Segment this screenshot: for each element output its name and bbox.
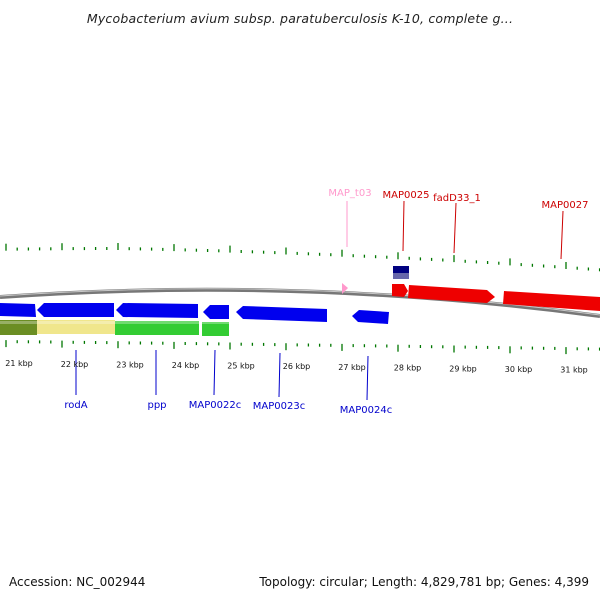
leader-line-fadD33_1 <box>453 202 457 254</box>
scale-label: 30 kbp <box>505 365 533 374</box>
scale-label: 28 kbp <box>394 364 422 373</box>
label-rodA[interactable]: rodA <box>64 400 87 411</box>
gene-MAP0024c-arrow[interactable] <box>352 310 389 324</box>
label-MAP0027[interactable]: MAP0027 <box>542 200 589 211</box>
cds-bar-green <box>115 321 199 335</box>
leader-line-MAP0025 <box>402 200 405 252</box>
accession-text: Accession: NC_002944 <box>9 575 146 589</box>
scale-label: 31 kbp <box>560 366 588 375</box>
scale-label: 29 kbp <box>449 364 477 373</box>
gene-navy-box[interactable] <box>393 266 409 273</box>
gene-navy-box-lower[interactable] <box>393 273 409 279</box>
genome-backbone-highlight <box>0 288 600 316</box>
page-title: Mycobacterium avium subsp. paratuberculo… <box>86 11 514 26</box>
leader-line-MAP0022c <box>213 349 216 396</box>
label-MAP0025[interactable]: MAP0025 <box>383 190 430 201</box>
gene-MAP0025-arrow[interactable] <box>392 284 408 297</box>
cds-bar-olive <box>0 320 37 335</box>
scale-labels: 21 kbp 22 kbp 23 kbp 24 kbp 25 kbp 26 kbp 27 k… <box>5 359 588 375</box>
genome-backbone <box>0 287 600 318</box>
tick-row-top <box>5 243 600 272</box>
scale-label: 27 kbp <box>338 363 366 372</box>
gene-reverse-arrow[interactable] <box>0 303 36 317</box>
scale-label: 23 kbp <box>116 360 144 369</box>
trna-MAP_t03-marker[interactable] <box>342 283 348 294</box>
label-MAP0023c[interactable]: MAP0023c <box>253 401 305 412</box>
tick-row-bottom <box>5 340 600 355</box>
gene-rodA-arrow[interactable] <box>37 303 114 317</box>
label-MAP0022c[interactable]: MAP0022c <box>189 400 241 411</box>
cds-bar-pale <box>37 320 115 334</box>
topology-summary-text: Topology: circular; Length: 4,829,781 bp… <box>259 575 589 589</box>
label-MAP0024c[interactable]: MAP0024c <box>340 405 392 416</box>
label-MAP_t03[interactable]: MAP_t03 <box>328 188 371 199</box>
leader-line-MAP0023c <box>278 352 281 398</box>
scale-label: 25 kbp <box>227 362 255 371</box>
gene-ppp-arrow[interactable] <box>116 303 198 318</box>
label-ppp[interactable]: ppp <box>147 400 166 411</box>
gene-MAP0023c-arrow[interactable] <box>236 306 327 322</box>
scale-label: 24 kbp <box>172 361 200 370</box>
cds-bar-green-small <box>202 322 229 336</box>
scale-label: 22 kbp <box>61 360 89 369</box>
cds-bar-shine <box>0 321 229 324</box>
gene-MAP0022c-arrow[interactable] <box>203 305 229 319</box>
scale-label: 21 kbp <box>5 359 33 368</box>
gene-MAP0027-arrow[interactable] <box>503 291 600 311</box>
leader-line-MAP0024c <box>366 355 369 401</box>
leader-line-MAP0027 <box>560 210 564 260</box>
gene-fadD33_1-arrow[interactable] <box>408 285 495 303</box>
label-fadD33_1[interactable]: fadD33_1 <box>433 193 481 204</box>
scale-label: 26 kbp <box>283 362 311 371</box>
